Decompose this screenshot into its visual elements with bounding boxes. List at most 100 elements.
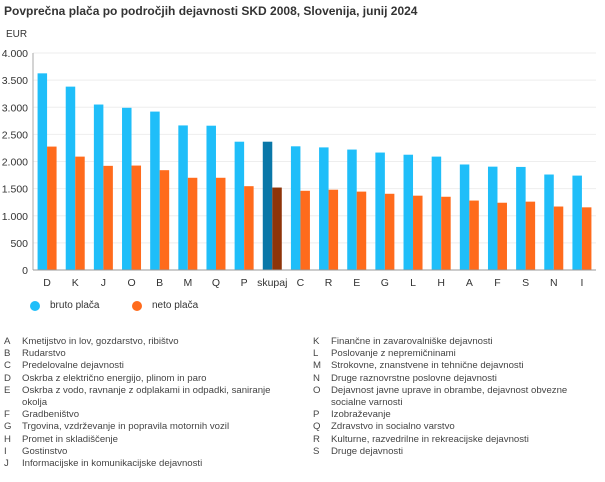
x-tick-label: K (72, 277, 79, 289)
y-tick-label: 1.500 (2, 184, 28, 196)
category-code: M (313, 360, 321, 372)
bar-bruto-d (37, 73, 48, 270)
legend-label-neto: neto plača (152, 300, 199, 311)
category-description: Strokovne, znanstvene in tehnične dejavn… (331, 360, 524, 372)
category-code-item: K Finančne in zavarovalniške dejavnosti (313, 336, 603, 348)
category-description: Kulturne, razvedrilne in rekreacijske de… (331, 433, 529, 445)
bar-chart: 05001.0001.5002.0002.5003.0003.5004.000 … (2, 48, 596, 289)
category-code: J (4, 458, 9, 470)
bar-neto-skupaj (272, 187, 282, 270)
x-tick-label: P (241, 277, 248, 289)
category-code-item: J Informacijske in komunikacijske dejavno… (4, 458, 294, 470)
bar-neto-q (215, 177, 226, 270)
category-code-item: A Kmetijstvo in lov, gozdarstvo, ribištvo (4, 336, 294, 348)
bar-neto-b (159, 170, 170, 270)
bar-neto-c (300, 190, 310, 270)
y-tick-label: 4.000 (2, 48, 28, 60)
category-description: Dejavnost javne uprave in obrambe, dejav… (331, 384, 568, 409)
category-code-item: L Poslovanje z nepremičninami (313, 348, 603, 360)
category-code: N (313, 372, 320, 384)
category-code: B (4, 348, 11, 360)
bar-bruto-q (206, 125, 216, 270)
bar-bruto-p (234, 141, 245, 270)
y-tick-label: 3.000 (2, 102, 28, 114)
x-tick-label: S (522, 277, 529, 289)
bar-neto-k (75, 156, 85, 270)
bar-bruto-h (431, 156, 442, 270)
category-code-item: H Promet in skladiščenje (4, 434, 294, 446)
bar-bruto-k (65, 86, 76, 270)
bar-bruto-o (122, 107, 132, 270)
category-code-item: F Gradbeništvo (4, 409, 294, 421)
bar-bruto-n (544, 174, 554, 270)
category-code: C (4, 360, 11, 372)
category-description: Promet in skladiščenje (22, 433, 118, 445)
x-tick-label: F (494, 277, 500, 289)
category-description: Trgovina, vzdrževanje in popravila motor… (22, 421, 230, 433)
category-code: O (313, 384, 321, 396)
bar-neto-p (244, 186, 254, 270)
bar-bruto-s (516, 166, 526, 270)
x-tick-label: A (466, 277, 473, 289)
x-tick-label: H (437, 277, 445, 289)
category-code-item: D Oskrba z električno energijo, plinom in… (4, 373, 294, 385)
legend-marker-neto (132, 300, 142, 311)
category-code-item: P Izobraževanje (313, 409, 603, 421)
category-code-item: G Trgovina, vzdrževanje in popravila moto… (4, 421, 294, 433)
bar-neto-g (384, 193, 395, 270)
category-code-list-right: K Finančne in zavarovalniške dejavnosti L P… (313, 336, 603, 458)
category-code: F (4, 409, 10, 421)
bars (37, 73, 592, 270)
category-code-item: M Strokovne, znanstvene in tehnične dejav… (313, 360, 603, 372)
y-tick-label: 1.000 (2, 211, 28, 223)
x-tick-label: O (127, 277, 135, 289)
y-tick-label: 2.500 (2, 129, 28, 141)
x-tick-label: L (410, 277, 416, 289)
bar-bruto-c (290, 146, 301, 270)
category-code: K (313, 336, 320, 347)
bar-bruto-skupaj (262, 141, 273, 270)
bar-neto-i (581, 207, 592, 270)
legend-label-bruto: bruto plača (50, 300, 100, 311)
category-description: Predelovalne dejavnosti (22, 360, 124, 372)
category-code-item: O Dejavnost javne uprave in obrambe, deja… (313, 385, 603, 409)
bar-neto-a (469, 200, 479, 270)
category-code: I (4, 445, 7, 457)
category-code: D (4, 372, 11, 384)
category-description: Zdravstvo in socialno varstvo (331, 421, 455, 433)
x-tick-label: I (580, 277, 583, 289)
x-tick-label: N (550, 277, 558, 289)
bar-bruto-g (375, 152, 385, 270)
y-tick-label: 500 (10, 238, 28, 250)
x-tick-label: R (325, 277, 333, 289)
bar-neto-n (553, 206, 564, 270)
y-tick-label: 2.000 (2, 157, 28, 169)
category-code: Q (313, 421, 321, 433)
bar-neto-e (356, 191, 367, 270)
x-tick-label: B (156, 277, 163, 289)
x-tick-label: M (183, 277, 192, 289)
bar-neto-d (47, 146, 57, 270)
category-code-list-left: A Kmetijstvo in lov, gozdarstvo, ribištvo… (4, 336, 294, 470)
category-description: Druge dejavnosti (331, 445, 403, 457)
category-description: Informacijske in komunikacijske dejavnos… (22, 458, 203, 470)
bar-neto-o (131, 165, 142, 270)
category-code: S (313, 445, 320, 457)
x-tick-label: D (43, 277, 51, 289)
category-description: Finančne in zavarovalniške dejavnosti (331, 336, 493, 347)
category-description: Gostinstvo (22, 445, 68, 457)
bar-neto-r (328, 189, 339, 270)
bar-neto-j (103, 165, 113, 270)
category-code-item: I Gostinstvo (4, 446, 294, 458)
category-code-item: S Druge dejavnosti (313, 446, 603, 458)
x-tick-label: skupaj (257, 277, 287, 289)
gridlines (33, 52, 596, 244)
category-description: Druge raznovrstne poslovne dejavnosti (331, 372, 497, 384)
category-description: Rudarstvo (22, 348, 66, 360)
bar-neto-h (441, 196, 451, 270)
y-axis-ticks: 0 500 1.000 1.500 2.000 2.500 3.000 3.500 4.000 (2, 48, 28, 277)
bar-bruto-a (459, 164, 470, 270)
category-code: G (4, 421, 12, 433)
category-code-item: N Druge raznovrstne poslovne dejavnosti (313, 373, 603, 385)
